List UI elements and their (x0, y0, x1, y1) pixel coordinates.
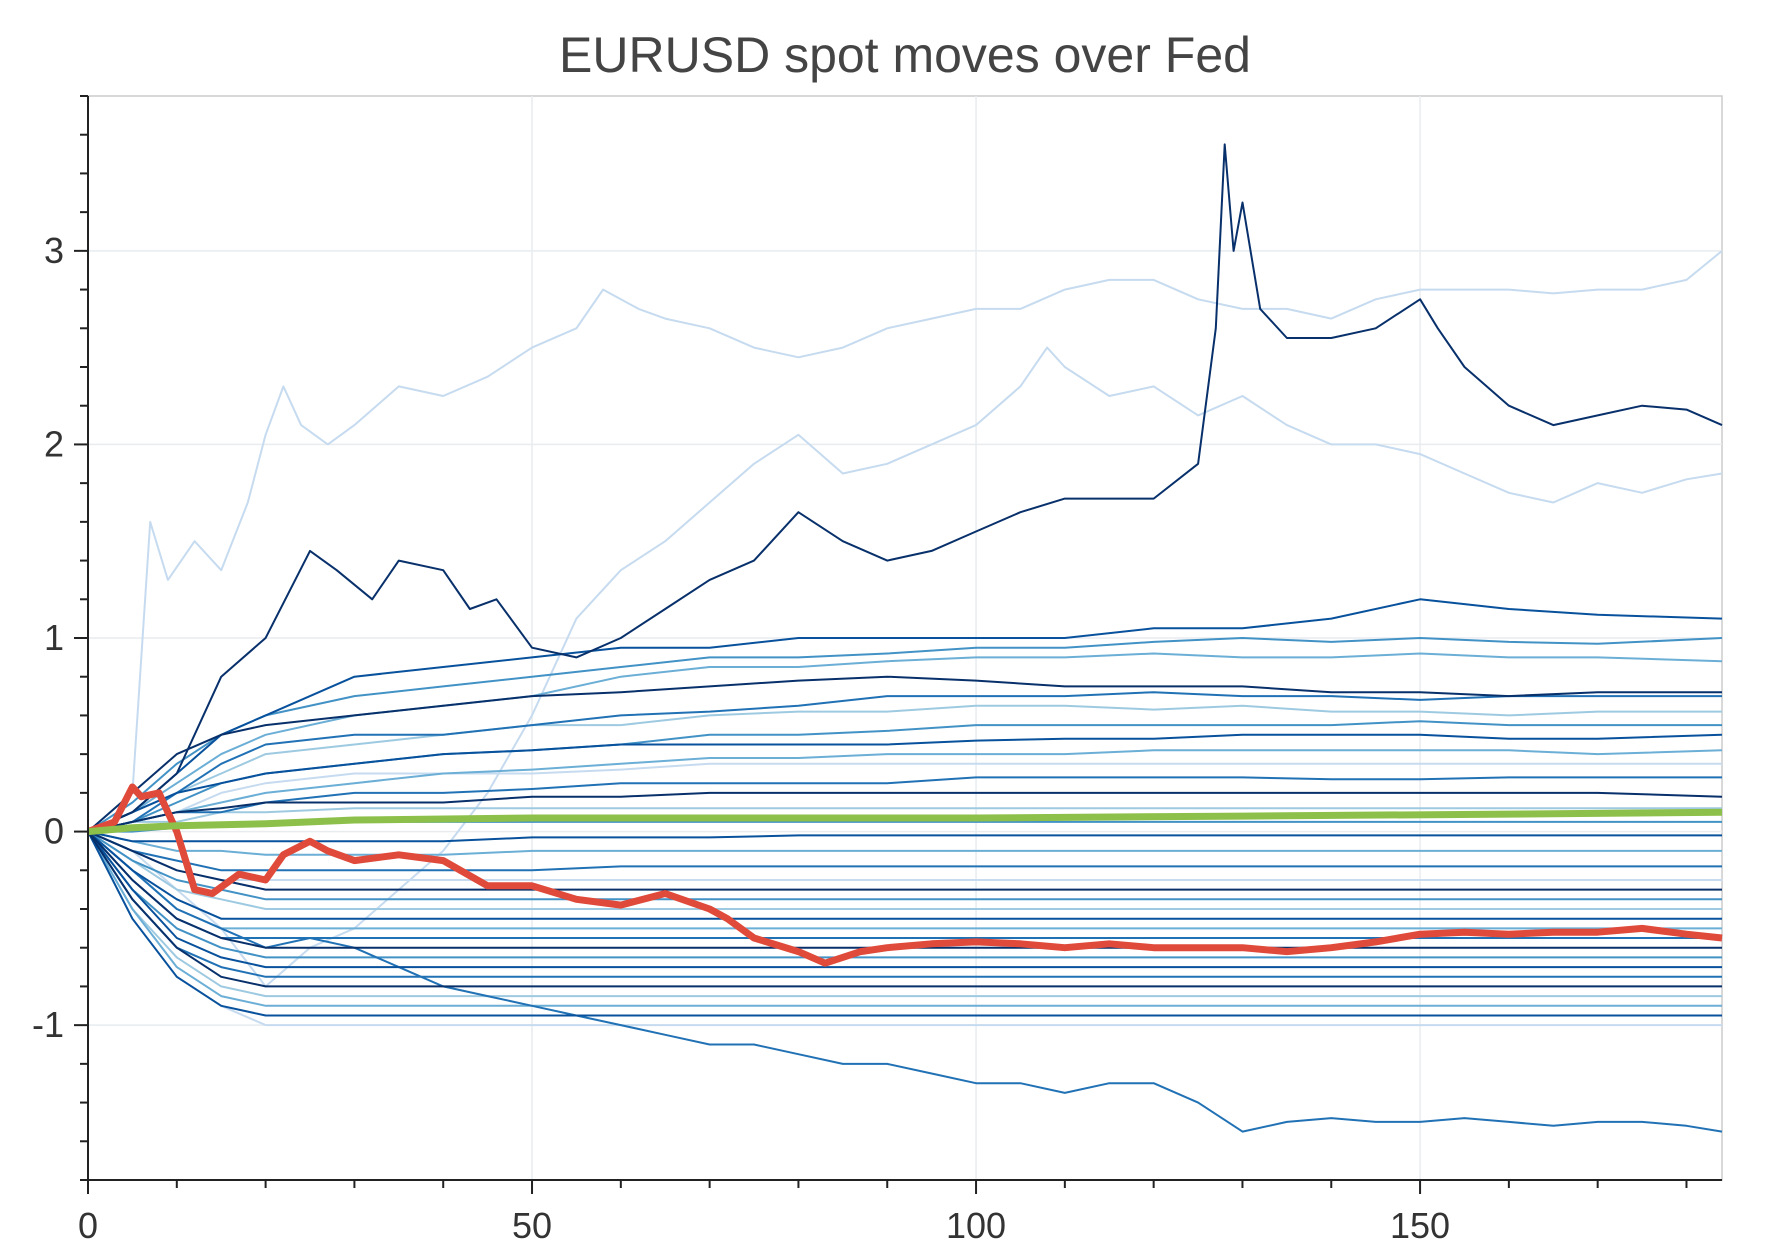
series-line (87, 733, 1723, 833)
series-layer (86, 143, 1723, 1133)
series-line (87, 791, 1723, 833)
series-line (87, 830, 1722, 891)
series-line (87, 831, 1722, 1017)
series-line (87, 830, 1722, 901)
series-line (87, 830, 1722, 872)
series-line (87, 250, 1723, 833)
average-series-line (87, 808, 1723, 836)
axes-layer: 0 50 100 150 -1 0 1 2 3 (32, 95, 1722, 1246)
series-line (87, 830, 1722, 843)
series-line (87, 830, 1722, 969)
series-line (87, 762, 1722, 833)
x-tick-label: 50 (512, 1205, 552, 1246)
series-line (87, 704, 1722, 833)
series-line (87, 652, 1723, 833)
series-line (87, 598, 1723, 833)
series-line (87, 675, 1722, 833)
chart-title: EURUSD spot moves over Fed (559, 27, 1251, 83)
y-tick-label: -1 (32, 1004, 64, 1045)
series-line (87, 831, 1722, 1027)
series-line (87, 830, 1722, 930)
series-line (87, 691, 1722, 833)
x-tick-label: 150 (1390, 1205, 1450, 1246)
series-line (87, 749, 1723, 833)
series-line (87, 831, 1722, 998)
series-line (87, 831, 1722, 978)
series-line (87, 830, 1722, 856)
y-tick-label: 3 (44, 230, 64, 271)
y-tick-label: 1 (44, 617, 64, 658)
series-line (87, 776, 1722, 833)
series-line (87, 831, 1722, 988)
series-line (87, 143, 1723, 833)
series-line (87, 346, 1723, 988)
series-line (87, 831, 1722, 1007)
series-line (87, 830, 1722, 920)
y-tick-label: 0 (44, 811, 64, 852)
series-line (87, 830, 1722, 959)
x-tick-label: 100 (946, 1205, 1006, 1246)
x-tick-label: 0 (78, 1205, 98, 1246)
series-line (87, 830, 1722, 910)
highlight-series-line (86, 783, 1723, 967)
series-line (87, 830, 1723, 1133)
series-line (87, 807, 1722, 833)
y-tick-label: 2 (44, 423, 64, 464)
series-line (87, 830, 1722, 949)
